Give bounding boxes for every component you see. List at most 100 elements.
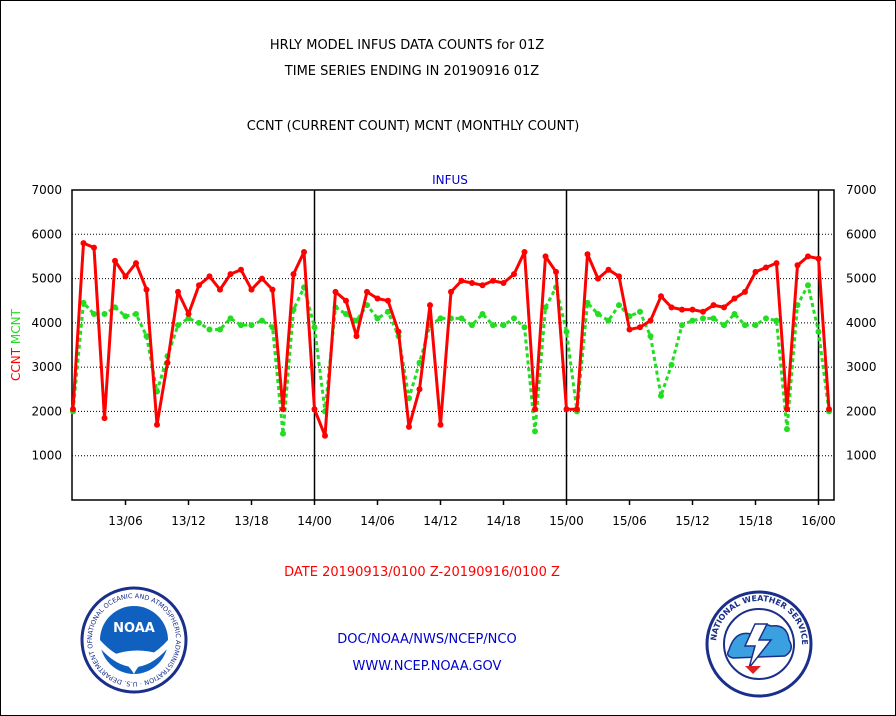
y-axis-label-mcnt: MCNT (9, 308, 23, 348)
ccnt-point (710, 302, 717, 309)
ccnt-point (227, 271, 234, 278)
ccnt-point (542, 253, 549, 260)
y-axis-label-group: CCNT MCNT (9, 308, 23, 381)
nws-logo: NATIONAL WEATHER SERVICE (705, 590, 813, 698)
mcnt-point (416, 359, 423, 366)
mcnt-point (668, 361, 675, 368)
ccnt-point (259, 275, 265, 282)
ccnt-point (742, 288, 748, 295)
ccnt-point (206, 273, 213, 280)
y-tick-label-right: 3000 (846, 360, 877, 374)
mcnt-point (374, 315, 381, 322)
mcnt-point (101, 311, 108, 317)
ccnt-point (763, 264, 769, 271)
ccnt-point (805, 253, 811, 260)
ccnt-point (521, 249, 528, 255)
mcnt-point (269, 324, 276, 331)
mcnt-point (700, 315, 706, 322)
ccnt-point (196, 282, 202, 289)
mcnt-point (217, 326, 223, 333)
ccnt-point (290, 271, 297, 278)
ccnt-point (532, 406, 538, 413)
ccnt-point (416, 386, 423, 393)
mcnt-point (469, 322, 475, 329)
mcnt-point (175, 322, 181, 329)
mcnt-point (133, 311, 139, 317)
ccnt-point (322, 432, 328, 439)
mcnt-point (763, 315, 769, 322)
ccnt-point (626, 326, 633, 333)
mcnt-point (248, 322, 255, 329)
y-tick-label-left: 1000 (31, 449, 62, 463)
ccnt-point (721, 304, 727, 311)
mcnt-point (595, 311, 601, 317)
ccnt-point (584, 251, 591, 258)
mcnt-point (500, 322, 507, 329)
ccnt-point (385, 297, 391, 304)
mcnt-point (479, 311, 486, 317)
ccnt-point (458, 277, 465, 284)
ccnt-point (689, 306, 696, 313)
mcnt-point (238, 322, 244, 329)
mcnt-point (437, 315, 444, 322)
ccnt-point (826, 406, 832, 413)
mcnt-point (227, 315, 234, 322)
mcnt-point (542, 304, 549, 311)
mcnt-point (616, 302, 622, 309)
mcnt-point (185, 315, 192, 322)
mcnt-point (658, 392, 664, 399)
x-tick-label: 13/12 (171, 514, 206, 528)
y-axis-label-ccnt: CCNT (9, 347, 23, 381)
ccnt-point (815, 255, 822, 262)
mcnt-point (311, 324, 318, 331)
ccnt-point (637, 324, 643, 331)
mcnt-point (385, 308, 391, 315)
ccnt-point (101, 415, 108, 422)
mcnt-point (91, 311, 97, 317)
chart-title-line2: TIME SERIES ENDING IN 20190916 01Z (284, 64, 540, 79)
ccnt-point (563, 406, 570, 413)
mcnt-point (731, 311, 738, 317)
ccnt-point (122, 273, 129, 280)
x-tick-label: 13/06 (108, 514, 143, 528)
ccnt-point (280, 406, 286, 413)
y-axis-label: CCNT MCNT (9, 308, 23, 381)
mcnt-point (532, 428, 538, 435)
mcnt-point (259, 317, 265, 324)
x-tick-label: 16/00 (801, 514, 836, 528)
ccnt-point (164, 359, 171, 366)
mcnt-point (679, 322, 685, 329)
noaa-logo: NOAA NATIONAL OCEANIC AND ATMOSPHERIC AD… (80, 586, 188, 694)
ccnt-point (773, 260, 780, 267)
ccnt-point (353, 333, 360, 340)
ccnt-point (511, 271, 517, 278)
mcnt-point (742, 322, 748, 329)
org-line: DOC/NOAA/NWS/NCEP/NCO (337, 632, 517, 647)
ccnt-point (752, 268, 759, 275)
ccnt-point (154, 421, 160, 428)
y-tick-label-left: 5000 (31, 272, 62, 286)
mcnt-point (80, 299, 87, 306)
ccnt-point (784, 406, 790, 413)
ccnt-point (616, 273, 622, 280)
ccnt-point (668, 304, 675, 311)
mcnt-point (458, 315, 465, 322)
ccnt-point (658, 293, 664, 300)
ccnt-point (217, 286, 223, 293)
mcnt-point (122, 313, 129, 320)
ccnt-point (364, 288, 370, 295)
mcnt-point (490, 322, 496, 329)
mcnt-point (353, 317, 360, 324)
ccnt-point (91, 244, 97, 251)
ccnt-point (437, 421, 444, 428)
ccnt-point (731, 295, 738, 302)
y-tick-label-right: 1000 (846, 449, 877, 463)
ccnt-point (185, 311, 192, 317)
mcnt-point (343, 311, 349, 317)
chart-title-line1: HRLY MODEL INFUS DATA COUNTS for 01Z (269, 38, 545, 53)
ccnt-point (343, 297, 349, 304)
ccnt-point (794, 262, 801, 269)
mcnt-point (206, 326, 213, 333)
ccnt-point (469, 280, 475, 286)
ccnt-point (332, 288, 339, 295)
